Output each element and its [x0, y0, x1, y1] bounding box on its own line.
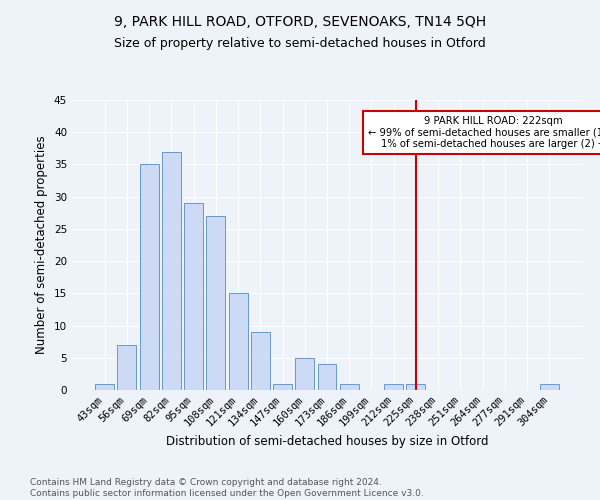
Bar — [162, 152, 181, 390]
Bar — [295, 358, 314, 390]
Text: 9, PARK HILL ROAD, OTFORD, SEVENOAKS, TN14 5QH: 9, PARK HILL ROAD, OTFORD, SEVENOAKS, TN… — [114, 15, 486, 29]
Bar — [118, 345, 136, 390]
Text: Contains HM Land Registry data © Crown copyright and database right 2024.
Contai: Contains HM Land Registry data © Crown c… — [30, 478, 424, 498]
Bar — [140, 164, 158, 390]
Bar — [340, 384, 359, 390]
Bar — [273, 384, 292, 390]
Bar — [540, 384, 559, 390]
Bar — [229, 294, 248, 390]
Y-axis label: Number of semi-detached properties: Number of semi-detached properties — [35, 136, 49, 354]
Text: Size of property relative to semi-detached houses in Otford: Size of property relative to semi-detach… — [114, 38, 486, 51]
Bar — [95, 384, 114, 390]
Bar — [251, 332, 270, 390]
Text: Distribution of semi-detached houses by size in Otford: Distribution of semi-detached houses by … — [166, 435, 488, 448]
Bar — [406, 384, 425, 390]
Bar — [184, 203, 203, 390]
Bar — [317, 364, 337, 390]
Bar — [384, 384, 403, 390]
Bar — [206, 216, 225, 390]
Text: 9 PARK HILL ROAD: 222sqm
← 99% of semi-detached houses are smaller (171)
1% of s: 9 PARK HILL ROAD: 222sqm ← 99% of semi-d… — [368, 116, 600, 150]
